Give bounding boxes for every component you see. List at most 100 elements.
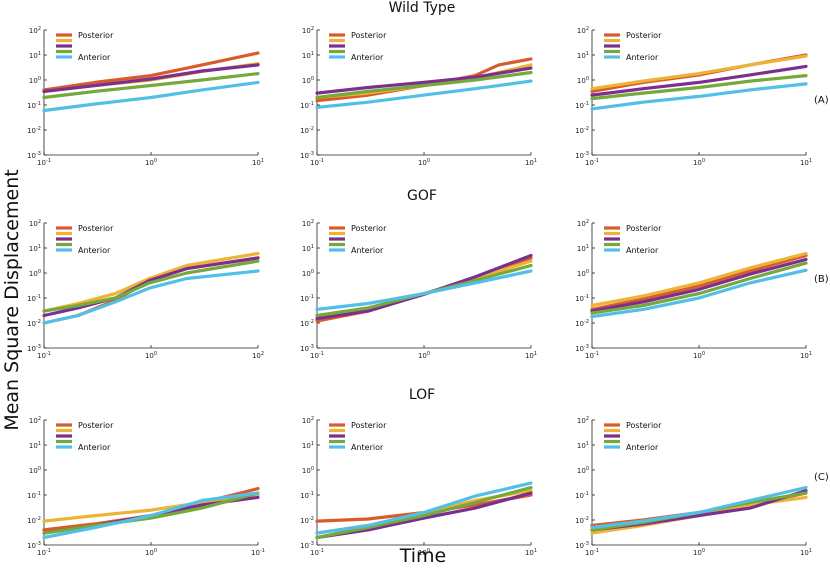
legend-label: Posterior	[78, 421, 114, 430]
y-tick-label: 102	[29, 219, 41, 228]
x-tick-label: 101	[525, 158, 537, 167]
y-tick-label: 10-3	[300, 151, 314, 160]
y-tick-label: 100	[302, 466, 314, 475]
series-line-5	[590, 485, 808, 530]
y-tick-label: 10-3	[300, 541, 314, 550]
series-line-3	[590, 257, 808, 313]
legend-label: Posterior	[78, 31, 114, 40]
series-line-5	[42, 269, 260, 325]
legend-label: Posterior	[626, 31, 662, 40]
row-label-b: (B)	[814, 274, 829, 285]
y-tick-label: 101	[302, 244, 314, 253]
legend-label: Anterior	[626, 53, 659, 62]
y-tick-label: 100	[29, 269, 41, 278]
series-line-4	[590, 73, 808, 101]
y-tick-label: 10-3	[300, 344, 314, 353]
x-tick-label: 100	[418, 158, 430, 167]
y-tick-label: 102	[577, 416, 589, 425]
legend-label: Anterior	[78, 443, 111, 452]
series-line-2	[590, 251, 808, 308]
y-tick-label: 101	[29, 51, 41, 60]
y-tick-label: 10-2	[575, 319, 589, 328]
series-line-5	[315, 79, 533, 110]
y-tick-label: 10-1	[27, 101, 41, 110]
x-tick-label: 101	[525, 548, 537, 557]
y-tick-label: 102	[29, 416, 41, 425]
x-tick-label: 100	[418, 351, 430, 360]
legend-label: Anterior	[626, 443, 659, 452]
x-tick-label: 10-1	[37, 351, 51, 360]
x-tick-label: 10-1	[251, 548, 265, 557]
chart-panel-1-2: 10-3 10-2 10-1 100 101 102 10-1 100 101 Posterior…	[300, 26, 537, 167]
series-line-4	[42, 491, 260, 535]
x-tick-label: 100	[145, 158, 157, 167]
x-tick-label: 10-1	[37, 548, 51, 557]
series-line-5	[42, 491, 260, 540]
legend-label: Anterior	[351, 53, 384, 62]
y-tick-label: 101	[302, 51, 314, 60]
chart-panel-2-1: 10-3 10-2 10-1 100 101 102 10-1 100 102 Posterior…	[27, 219, 264, 360]
series-line-1	[42, 51, 260, 92]
y-tick-label: 10-1	[300, 294, 314, 303]
y-tick-label: 102	[29, 26, 41, 35]
series-line-4	[315, 485, 533, 540]
x-axis-title: Time	[399, 545, 447, 567]
row-title-lof: LOF	[409, 387, 435, 403]
y-tick-label: 100	[577, 76, 589, 85]
y-tick-label: 10-1	[300, 491, 314, 500]
y-tick-label: 10-1	[27, 491, 41, 500]
series-line-2	[42, 493, 260, 523]
y-tick-label: 10-2	[575, 516, 589, 525]
row-label-c: (C)	[814, 472, 829, 483]
y-tick-label: 10-3	[575, 344, 589, 353]
chart-panel-2-2: 10-3 10-2 10-1 100 101 102 10-1 100 101 Posterior…	[300, 219, 537, 360]
y-tick-label: 102	[577, 26, 589, 35]
y-tick-label: 101	[302, 441, 314, 450]
x-tick-label: 10-1	[310, 548, 324, 557]
y-tick-label: 10-1	[300, 101, 314, 110]
y-tick-label: 10-2	[27, 516, 41, 525]
y-tick-label: 102	[302, 416, 314, 425]
y-axis-title: Mean Square Displacement	[1, 169, 23, 430]
legend-label: Posterior	[351, 421, 387, 430]
x-tick-label: 100	[693, 158, 705, 167]
y-tick-label: 101	[577, 244, 589, 253]
x-tick-label: 100	[145, 548, 157, 557]
y-tick-label: 10-1	[575, 491, 589, 500]
y-tick-label: 10-2	[300, 126, 314, 135]
y-tick-label: 100	[577, 466, 589, 475]
series-line-1	[590, 253, 808, 311]
y-tick-label: 10-3	[27, 344, 41, 353]
x-tick-label: 100	[145, 351, 157, 360]
x-tick-label: 100	[418, 548, 430, 557]
y-tick-label: 100	[29, 466, 41, 475]
y-tick-label: 102	[577, 219, 589, 228]
legend-label: Anterior	[351, 443, 384, 452]
x-tick-label: 100	[693, 351, 705, 360]
y-tick-label: 101	[29, 244, 41, 253]
x-tick-label: 101	[252, 158, 264, 167]
series-line-4	[315, 70, 533, 100]
series-line-5	[590, 268, 808, 319]
legend-label: Anterior	[626, 246, 659, 255]
x-tick-label: 10-1	[585, 548, 599, 557]
y-tick-label: 101	[29, 441, 41, 450]
series-line-3	[315, 66, 533, 95]
y-tick-label: 101	[577, 441, 589, 450]
series-line-5	[315, 269, 533, 311]
series-line-5	[42, 80, 260, 113]
row-label-a: (A)	[814, 95, 829, 106]
y-tick-label: 10-2	[300, 516, 314, 525]
legend-label: Posterior	[351, 224, 387, 233]
y-tick-label: 10-1	[575, 101, 589, 110]
legend-label: Posterior	[78, 224, 114, 233]
series-line-5	[590, 82, 808, 111]
y-tick-label: 10-3	[27, 151, 41, 160]
chart-panel-3-2: 10-3 10-2 10-1 100 101 102 10-1 100 101 Posterior…	[300, 416, 537, 557]
x-tick-label: 102	[252, 351, 264, 360]
y-tick-label: 10-2	[27, 126, 41, 135]
x-tick-label: 101	[800, 158, 812, 167]
legend-label: Anterior	[351, 246, 384, 255]
x-tick-label: 10-1	[310, 158, 324, 167]
series-line-5	[315, 481, 533, 535]
